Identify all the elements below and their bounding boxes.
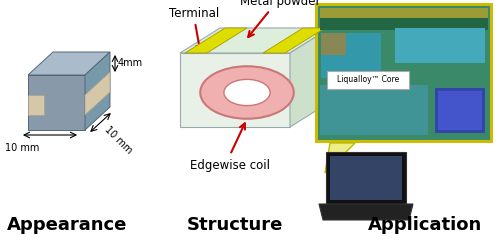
Bar — [327, 71, 409, 89]
Bar — [320, 8, 488, 18]
Text: 10 mm: 10 mm — [5, 143, 40, 153]
Polygon shape — [319, 204, 413, 220]
Bar — [395, 28, 485, 63]
Polygon shape — [180, 28, 330, 53]
Polygon shape — [85, 52, 110, 130]
Bar — [330, 156, 402, 200]
Text: Structure: Structure — [187, 216, 283, 234]
Ellipse shape — [200, 66, 294, 119]
Bar — [321, 33, 381, 78]
Bar — [321, 33, 346, 55]
Bar — [438, 91, 482, 130]
Polygon shape — [28, 52, 110, 75]
Bar — [315, 3, 493, 143]
Text: Terminal: Terminal — [169, 7, 219, 20]
Bar — [320, 85, 428, 135]
Polygon shape — [185, 28, 247, 53]
Bar — [320, 8, 488, 30]
Bar — [435, 88, 485, 133]
Polygon shape — [85, 72, 110, 115]
Text: Application: Application — [368, 216, 482, 234]
Ellipse shape — [224, 79, 270, 106]
Text: Appearance: Appearance — [7, 216, 127, 234]
Polygon shape — [263, 28, 325, 53]
Bar — [318, 6, 490, 140]
Polygon shape — [28, 75, 85, 130]
Text: Metal powder: Metal powder — [240, 0, 320, 8]
Polygon shape — [28, 95, 44, 115]
Text: Liqualloy™ Core: Liqualloy™ Core — [337, 75, 399, 85]
Polygon shape — [326, 152, 406, 204]
Text: Edgewise coil: Edgewise coil — [190, 159, 270, 172]
Text: 10 mm: 10 mm — [103, 124, 134, 156]
Polygon shape — [290, 28, 330, 127]
Text: 4mm: 4mm — [118, 58, 143, 68]
Polygon shape — [180, 53, 290, 127]
Polygon shape — [325, 143, 355, 173]
